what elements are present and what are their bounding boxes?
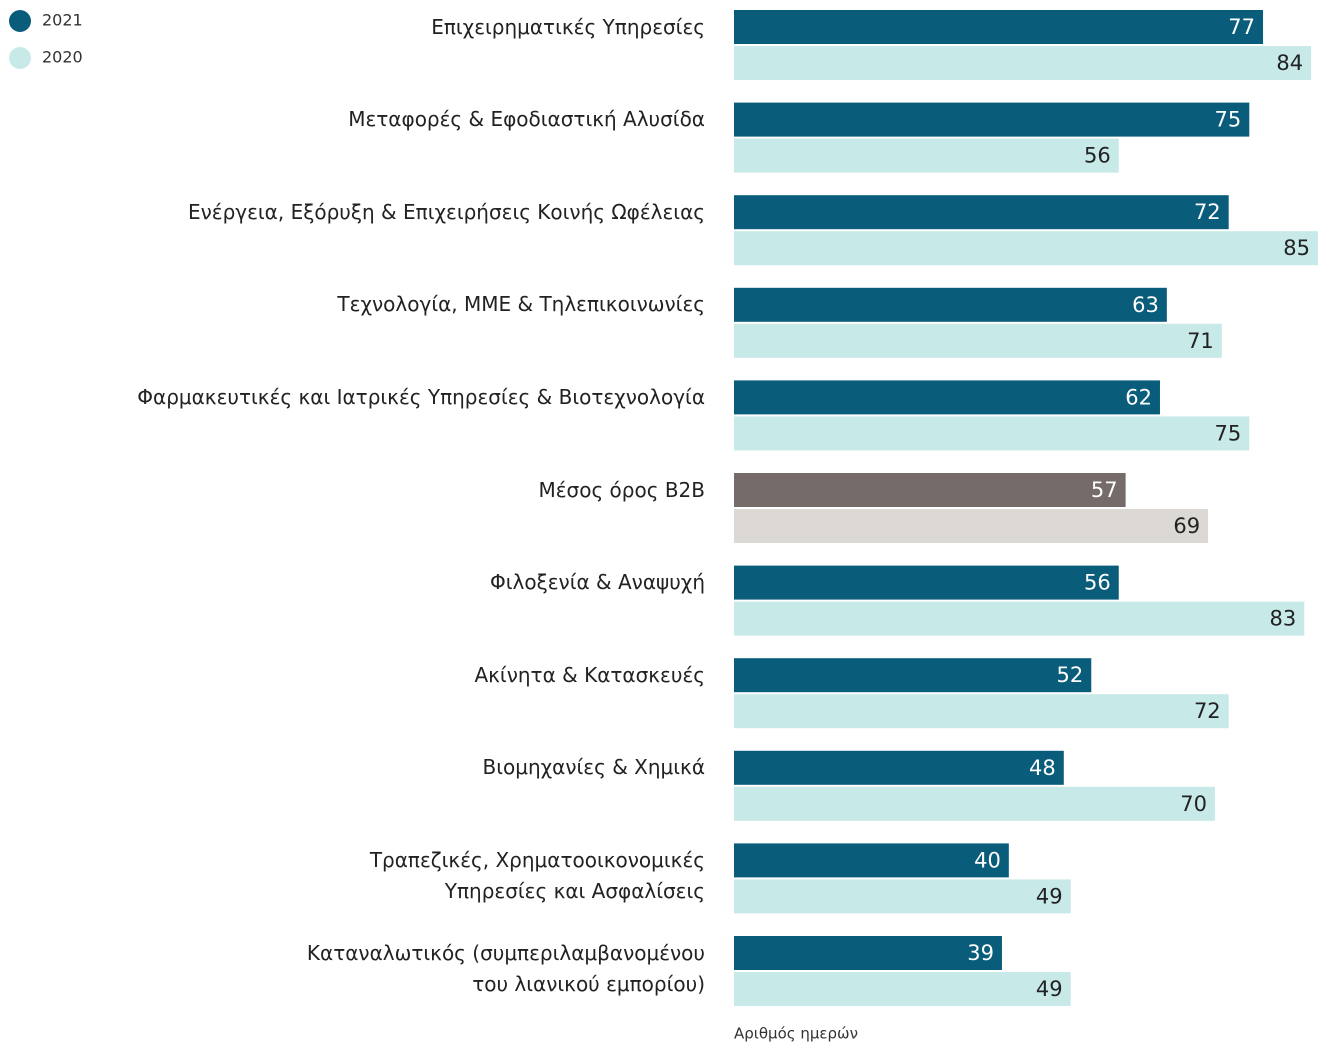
value-label: 40 xyxy=(974,848,1001,872)
value-label: 77 xyxy=(1228,15,1255,39)
value-label: 52 xyxy=(1057,663,1084,687)
value-label: 62 xyxy=(1125,385,1152,409)
bar xyxy=(734,287,1167,322)
value-label: 49 xyxy=(1036,977,1063,1001)
bar xyxy=(734,323,1222,358)
value-label: 72 xyxy=(1194,699,1221,723)
bar xyxy=(734,46,1312,80)
value-label: 56 xyxy=(1084,144,1111,168)
value-label: 71 xyxy=(1187,329,1214,353)
value-label: 39 xyxy=(967,941,994,965)
x-axis-label: Αριθμός ημερών xyxy=(734,1025,858,1043)
category-label: Βιομηχανίες & Χημικά xyxy=(482,755,706,780)
bar xyxy=(734,102,1250,137)
bar xyxy=(734,601,1305,636)
value-label: 70 xyxy=(1180,792,1207,816)
category-label: Τραπεζικές, Χρηματοοικονομικές Υπηρεσίες… xyxy=(369,847,705,903)
legend-swatch xyxy=(9,47,31,69)
value-label: 72 xyxy=(1194,200,1221,224)
bar xyxy=(734,565,1119,600)
bar xyxy=(734,231,1318,266)
value-label: 75 xyxy=(1215,108,1242,132)
category-label: Ενέργεια, Εξόρυξη & Επιχειρήσεις Κοινής … xyxy=(187,199,705,224)
bar xyxy=(734,879,1071,914)
bar xyxy=(734,138,1119,173)
category-label: Μέσος όρος B2B xyxy=(538,477,705,502)
value-label: 49 xyxy=(1036,884,1063,908)
category-label: Τεχνολογία, ΜΜΕ & Τηλεπικοινωνίες xyxy=(337,292,705,317)
value-label: 63 xyxy=(1132,293,1159,317)
category-label: Φιλοξενία & Αναψυχή xyxy=(489,570,705,595)
bar xyxy=(734,473,1126,507)
category-label: Καταναλωτικός (συμπεριλαμβανομένου του λ… xyxy=(306,940,705,996)
bar xyxy=(734,380,1160,415)
category-label: Φαρμακευτικές και Ιατρικές Υπηρεσίες & Β… xyxy=(137,384,705,409)
value-label: 57 xyxy=(1091,478,1118,502)
value-label: 85 xyxy=(1283,236,1310,260)
category-label: Μεταφορές & Εφοδιαστική Αλυσίδα xyxy=(348,107,705,132)
legend-swatch xyxy=(9,10,31,32)
value-label: 56 xyxy=(1084,571,1111,595)
bar xyxy=(734,509,1209,543)
bar xyxy=(734,10,1264,44)
category-label: Επιχειρηματικές Υπηρεσίες xyxy=(431,14,705,39)
bar xyxy=(734,972,1071,1006)
legend-label: 2020 xyxy=(42,48,83,67)
value-label: 84 xyxy=(1276,51,1303,75)
bar xyxy=(734,786,1215,821)
legend-label: 2021 xyxy=(42,11,83,30)
bar xyxy=(734,843,1009,878)
bar xyxy=(734,195,1229,230)
category-label: Ακίνητα & Κατασκευές xyxy=(474,662,705,687)
bar xyxy=(734,416,1250,451)
bar xyxy=(734,936,1002,970)
value-label: 75 xyxy=(1215,421,1242,445)
value-label: 69 xyxy=(1173,514,1200,538)
bar xyxy=(734,750,1064,785)
bar xyxy=(734,658,1092,693)
value-label: 83 xyxy=(1270,607,1297,631)
bar xyxy=(734,694,1229,729)
value-label: 48 xyxy=(1029,756,1056,780)
